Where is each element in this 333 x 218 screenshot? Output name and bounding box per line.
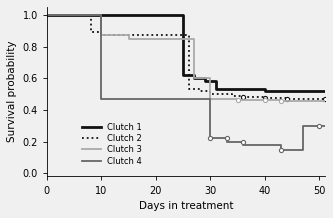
Y-axis label: Survival probability: Survival probability [7, 41, 17, 142]
X-axis label: Days in treatment: Days in treatment [139, 201, 233, 211]
Legend: Clutch 1, Clutch 2, Clutch 3, Clutch 4: Clutch 1, Clutch 2, Clutch 3, Clutch 4 [79, 120, 146, 169]
